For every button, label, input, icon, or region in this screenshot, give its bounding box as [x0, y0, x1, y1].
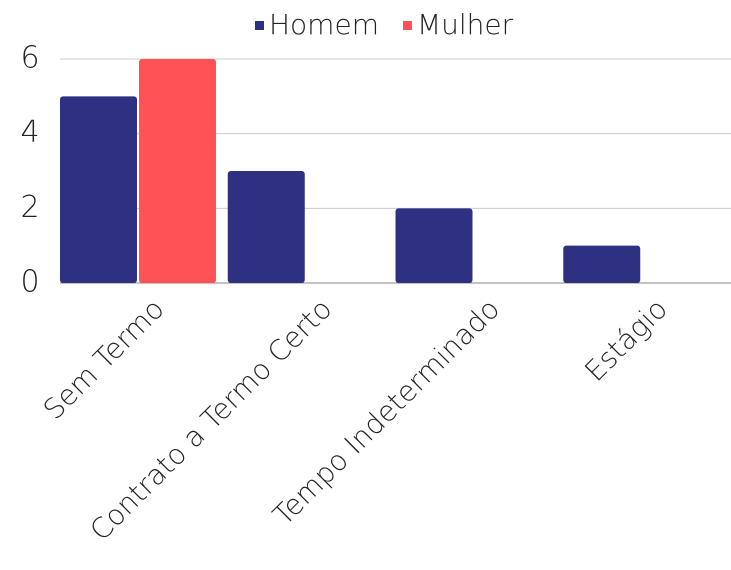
y-tick-label: 6: [20, 41, 39, 76]
bar: [227, 171, 305, 283]
bar: [60, 96, 137, 283]
y-tick-label: 4: [20, 115, 39, 150]
x-tick-label: Sem Termo: [37, 292, 171, 426]
bar: [395, 208, 473, 283]
legend-swatch: [402, 21, 412, 30]
x-tick-label: Estágio: [578, 292, 674, 388]
bar: [563, 245, 641, 283]
legend-label: Homem: [269, 8, 379, 41]
bar: [139, 59, 216, 283]
legend-swatch: [255, 21, 264, 30]
y-tick-label: 2: [20, 190, 39, 225]
legend-label: Mulher: [417, 8, 514, 41]
y-tick-label: 0: [20, 265, 39, 300]
